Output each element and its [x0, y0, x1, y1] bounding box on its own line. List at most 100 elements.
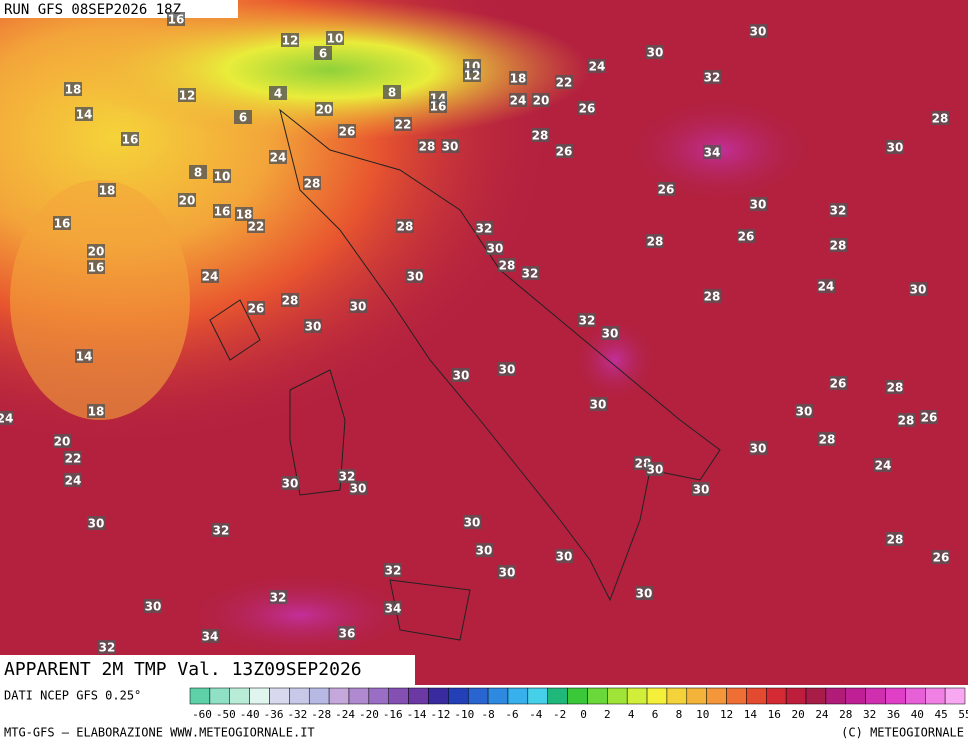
- colorbar-label: -16: [383, 708, 403, 721]
- temperature-label: 18: [236, 208, 253, 222]
- colorbar-swatch: [308, 687, 330, 705]
- temperature-label: 24: [875, 459, 892, 473]
- temperature-label: 32: [476, 222, 493, 236]
- label-box: [897, 413, 915, 427]
- coastline: [279, 108, 721, 602]
- temperature-label: 22: [556, 76, 573, 90]
- temperature-label: 28: [819, 433, 836, 447]
- temperature-label: 22: [248, 220, 265, 234]
- label-box: [601, 326, 619, 340]
- temperature-label: 26: [556, 145, 573, 159]
- label-box: [406, 269, 424, 283]
- colorbar-swatch: [746, 687, 767, 705]
- colorbar-label: -10: [454, 708, 474, 721]
- colorbar-label: -4: [529, 708, 543, 721]
- colorbar-swatch: [448, 687, 469, 705]
- colorbar-label: -24: [335, 708, 355, 721]
- footer-left: MTG-GFS — ELABORAZIONE WWW.METEOGIORNALE…: [4, 726, 315, 740]
- temperature-label: 26: [830, 377, 847, 391]
- temperature-label: 6: [319, 47, 327, 61]
- label-box: [578, 313, 596, 327]
- colorbar-swatch: [905, 687, 926, 705]
- temperature-label: 30: [453, 369, 470, 383]
- temperature-label: 30: [602, 327, 619, 341]
- temperature-label: 10: [214, 170, 231, 184]
- temperature-label: 30: [796, 405, 813, 419]
- temperature-label: 10: [327, 32, 344, 46]
- label-box: [463, 68, 481, 82]
- label-box: [98, 640, 116, 654]
- colorbar-swatch: [527, 687, 548, 705]
- temperature-label: 30: [499, 566, 516, 580]
- label-box: [87, 244, 105, 258]
- temperature-label: 24: [589, 60, 606, 74]
- temperature-label: 30: [750, 198, 767, 212]
- temperature-label: 30: [350, 300, 367, 314]
- temperature-label: 30: [407, 270, 424, 284]
- colorbar-swatch: [726, 687, 747, 705]
- colorbar-swatch: [646, 687, 668, 705]
- temperature-label: 28: [830, 239, 847, 253]
- label-box: [269, 86, 287, 100]
- colorbar-label: 14: [744, 708, 758, 721]
- label-box: [212, 523, 230, 537]
- label-box: [886, 140, 904, 154]
- footer-right: (C) METEOGIORNALE: [841, 726, 964, 740]
- colorbar-label: -32: [287, 708, 307, 721]
- label-box: [75, 107, 93, 121]
- label-box: [167, 12, 185, 26]
- temperature-label: 26: [738, 230, 755, 244]
- temperature-label: 32: [99, 641, 116, 655]
- colorbar-label: -60: [192, 708, 212, 721]
- label-box: [749, 197, 767, 211]
- label-box: [829, 238, 847, 252]
- label-box: [201, 269, 219, 283]
- temperature-label: 30: [282, 477, 299, 491]
- label-box: [201, 629, 219, 643]
- temperature-label: 18: [99, 184, 116, 198]
- temperature-label: 24: [65, 474, 82, 488]
- colorbar-label: -12: [431, 708, 451, 721]
- label-box: [281, 33, 299, 47]
- temperature-label: 26: [248, 302, 265, 316]
- label-box: [555, 144, 573, 158]
- hot-area: [190, 575, 410, 655]
- colorbar-swatch: [408, 687, 429, 705]
- temperature-label: 24: [270, 151, 287, 165]
- temperature-label: 30: [693, 483, 710, 497]
- colorbar-swatch: [229, 687, 250, 705]
- colorbar-label: -14: [407, 708, 427, 721]
- colorbar-label: 12: [720, 708, 733, 721]
- colorbar-swatch: [607, 687, 628, 705]
- label-box: [646, 45, 664, 59]
- temperature-label: 20: [533, 94, 550, 108]
- label-box: [909, 282, 927, 296]
- label-box: [475, 543, 493, 557]
- temperature-label: 22: [395, 118, 412, 132]
- colorbar-swatch: [865, 687, 886, 705]
- colorbar-swatch: [845, 687, 866, 705]
- alps-area: [70, 0, 590, 140]
- colorbar-swatch: [487, 687, 509, 705]
- colorbar-swatch: [328, 687, 350, 705]
- colorbar-swatch: [785, 687, 807, 705]
- label-box: [98, 183, 116, 197]
- temperature-label: 28: [282, 294, 299, 308]
- temperature-label: 30: [350, 482, 367, 496]
- colorbar-swatch: [925, 687, 946, 705]
- label-box: [144, 599, 162, 613]
- temperature-label: 30: [750, 25, 767, 39]
- label-box: [269, 590, 287, 604]
- label-box: [737, 229, 755, 243]
- colorbar-label: 2: [604, 708, 611, 721]
- temperature-label: 30: [487, 242, 504, 256]
- temperature-label: 28: [532, 129, 549, 143]
- temperature-label: 30: [305, 320, 322, 334]
- temperature-label: 16: [168, 13, 185, 27]
- colorbar-label: -40: [240, 708, 260, 721]
- colorbar-label: -8: [482, 708, 495, 721]
- label-box: [189, 165, 207, 179]
- run-title: RUN GFS 08SEP2026 18Z: [4, 2, 181, 18]
